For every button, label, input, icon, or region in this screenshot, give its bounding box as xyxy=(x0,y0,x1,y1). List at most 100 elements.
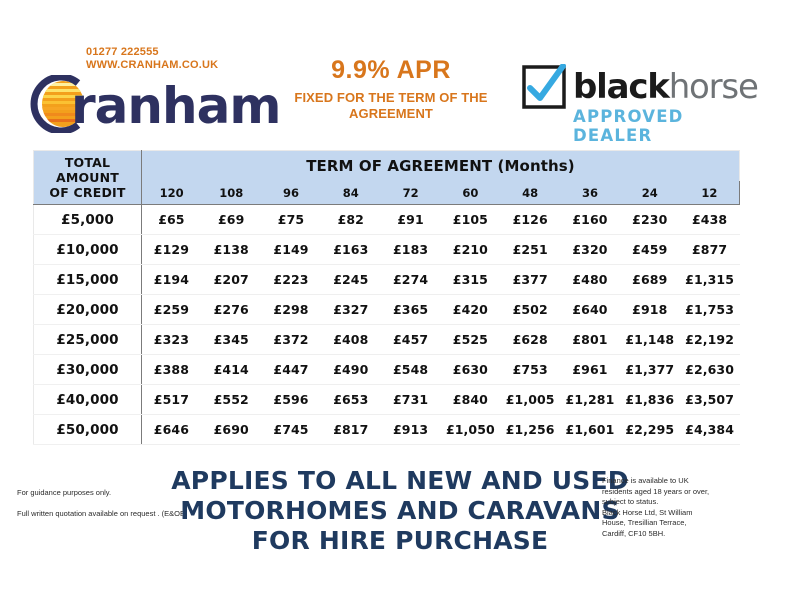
payment-cell: £1,148 xyxy=(619,324,681,355)
header-month-36: 36 xyxy=(560,181,620,205)
payment-cell: £690 xyxy=(200,414,262,445)
credit-header-line-1: TOTAL xyxy=(64,155,111,170)
payment-cell: £207 xyxy=(200,264,262,295)
payment-cell: £596 xyxy=(260,384,322,415)
header-month-84: 84 xyxy=(320,181,381,205)
cranham-contact: 01277 222555 WWW.CRANHAM.CO.UK xyxy=(86,46,290,72)
headline-line-3: FOR HIRE PURCHASE xyxy=(251,526,549,555)
guidance-line-2: Full written quotation available on requ… xyxy=(17,509,188,518)
payment-cell: £801 xyxy=(559,324,621,355)
payment-cell: £689 xyxy=(619,264,681,295)
payment-cell: £1,050 xyxy=(439,414,501,445)
row-credit-amount: £20,000 xyxy=(33,294,142,325)
blackhorse-wordmark: blackhorse xyxy=(573,67,759,107)
row-credit-amount: £15,000 xyxy=(33,264,142,295)
payment-cell: £2,192 xyxy=(679,324,740,355)
disclaimer-line-5: House, Tresillian Terrace, xyxy=(602,518,687,527)
payment-cell: £552 xyxy=(200,384,262,415)
payment-cell: £459 xyxy=(619,234,681,265)
payment-cell: £640 xyxy=(559,294,621,325)
payment-cell: £298 xyxy=(260,294,322,325)
payment-cell: £259 xyxy=(141,294,202,325)
payment-cell: £1,256 xyxy=(499,414,561,445)
disclaimer-line-4: Black Horse Ltd, St William xyxy=(602,507,693,517)
payment-cell: £315 xyxy=(439,264,501,295)
payment-cell: £163 xyxy=(320,234,382,265)
disclaimer-line-1: Finance is available to UK xyxy=(602,476,689,485)
payment-cell: £323 xyxy=(141,324,202,355)
header-month-96: 96 xyxy=(261,181,321,205)
payment-cell: £877 xyxy=(679,234,740,265)
payment-cell: £480 xyxy=(559,264,621,295)
payment-cell: £653 xyxy=(320,384,382,415)
payment-cell: £320 xyxy=(559,234,621,265)
payment-cell: £918 xyxy=(619,294,681,325)
payment-cell: £138 xyxy=(200,234,262,265)
table-row: £40,000 £517 £552 £596 £653 £731 £840 £1,005 £1,… xyxy=(33,384,740,415)
payment-cell: £65 xyxy=(141,204,202,235)
header-term-of-agreement: TERM OF AGREEMENT (Months) xyxy=(141,150,740,181)
payment-cell: £490 xyxy=(320,354,382,385)
blackhorse-name-bold: black xyxy=(573,67,670,107)
table-row: £50,000 £646 £690 £745 £817 £913 £1,050 £1,256 £… xyxy=(33,414,740,445)
payment-cell: £4,384 xyxy=(679,414,740,445)
table-row: £5,000 £65 £69 £75 £82 £91 £105 £126 £160 £230 £43… xyxy=(33,204,740,235)
payment-cell: £160 xyxy=(559,204,621,235)
payment-cell: £517 xyxy=(141,384,202,415)
cranham-sun-c-icon xyxy=(30,75,84,133)
cranham-phone: 01277 222555 xyxy=(86,46,159,58)
payment-cell: £245 xyxy=(320,264,382,295)
footer-guidance-note: For guidance purposes only. Full written… xyxy=(17,487,197,529)
payment-cell: £149 xyxy=(260,234,322,265)
header-month-60: 60 xyxy=(440,181,501,205)
payment-cell: £548 xyxy=(380,354,441,385)
payment-cell: £194 xyxy=(141,264,202,295)
payment-cell: £91 xyxy=(380,204,441,235)
table-row: £15,000 £194 £207 £223 £245 £274 £315 £377 £480 £… xyxy=(33,264,740,295)
payment-cell: £388 xyxy=(141,354,202,385)
payment-cell: £502 xyxy=(499,294,561,325)
payment-cell: £372 xyxy=(260,324,322,355)
footer-headline: APPLIES TO ALL NEW AND USED MOTORHOMES A… xyxy=(150,466,650,556)
row-credit-amount: £5,000 xyxy=(33,204,142,235)
header-month-24: 24 xyxy=(619,181,680,205)
row-credit-amount: £40,000 xyxy=(33,384,142,415)
header-month-108: 108 xyxy=(201,181,262,205)
payment-cell: £1,377 xyxy=(619,354,681,385)
payment-cell: £628 xyxy=(499,324,561,355)
disclaimer-line-6: Cardiff, CF10 5BH. xyxy=(602,528,666,538)
table-header-row-months: 120 108 96 84 72 60 48 36 24 12 xyxy=(34,181,740,205)
footer-finance-disclaimer: Finance is available to UK residents age… xyxy=(602,476,777,539)
blackhorse-name-light: horse xyxy=(668,67,759,107)
payment-cell: £1,315 xyxy=(679,264,740,295)
payment-cell: £105 xyxy=(439,204,501,235)
cranham-wordmark: ranham xyxy=(30,73,290,135)
payment-cell: £82 xyxy=(320,204,382,235)
header-total-amount-of-credit: TOTAL AMOUNT OF CREDIT xyxy=(33,150,142,205)
header-month-48: 48 xyxy=(500,181,561,205)
credit-header-line-3: OF CREDIT xyxy=(49,185,126,200)
payment-cell: £345 xyxy=(200,324,262,355)
payment-cell: £817 xyxy=(320,414,382,445)
payment-cell: £753 xyxy=(499,354,561,385)
payment-cell: £745 xyxy=(260,414,322,445)
payment-cell: £408 xyxy=(320,324,382,355)
payment-cell: £646 xyxy=(141,414,202,445)
payment-cell: £69 xyxy=(200,204,262,235)
table-head: TOTAL AMOUNT OF CREDIT TERM OF AGREEMENT… xyxy=(33,150,740,205)
payment-cell: £1,836 xyxy=(619,384,681,415)
row-credit-amount: £10,000 xyxy=(33,234,142,265)
payment-cell: £274 xyxy=(380,264,441,295)
payment-cell: £210 xyxy=(439,234,501,265)
row-credit-amount: £50,000 xyxy=(33,414,142,445)
payment-cell: £126 xyxy=(499,204,561,235)
payment-cell: £3,507 xyxy=(679,384,740,415)
table-row: £25,000 £323 £345 £372 £408 £457 £525 £628 £801 £… xyxy=(33,324,740,355)
row-credit-amount: £30,000 xyxy=(33,354,142,385)
payment-cell: £230 xyxy=(619,204,681,235)
payment-cell: £2,630 xyxy=(679,354,740,385)
payment-cell: £327 xyxy=(320,294,382,325)
table-row: £10,000 £129 £138 £149 £163 £183 £210 £251 £320 £… xyxy=(33,234,740,265)
page-header: 01277 222555 WWW.CRANHAM.CO.UK xyxy=(0,0,800,148)
table-row: £20,000 £259 £276 £298 £327 £365 £420 £502 £640 £… xyxy=(33,294,740,325)
